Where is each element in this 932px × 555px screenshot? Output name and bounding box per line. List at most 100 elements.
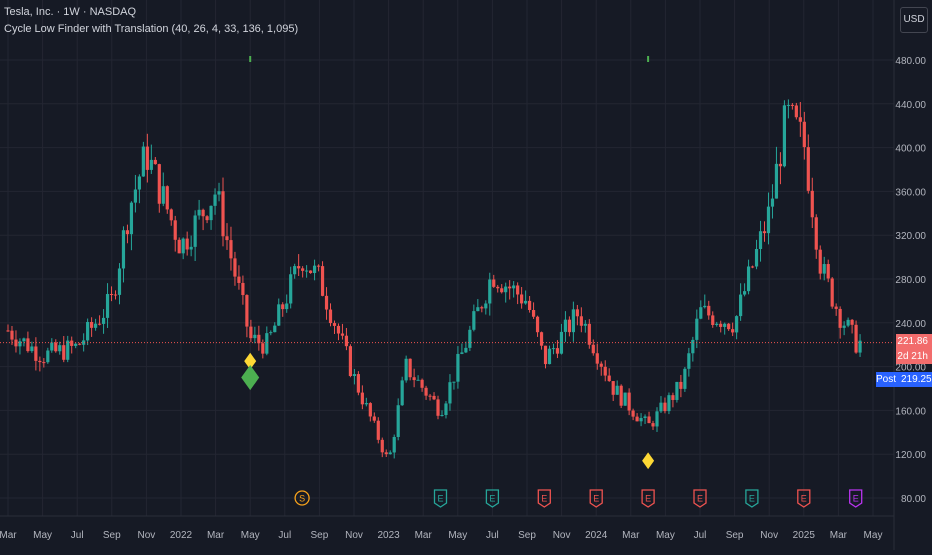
candle-body <box>289 274 293 304</box>
candle-body <box>424 387 428 396</box>
candle-body <box>854 324 858 353</box>
candle-body <box>277 304 281 326</box>
candle-body <box>400 380 404 406</box>
candle-body <box>129 202 134 235</box>
candle-body <box>508 286 512 289</box>
candle-body <box>133 189 138 203</box>
candle-body <box>165 186 169 210</box>
candle-body <box>38 360 42 363</box>
indicator-title[interactable]: Cycle Low Finder with Translation (40, 2… <box>4 23 299 35</box>
candle-body <box>189 246 193 250</box>
candle-body <box>221 191 225 237</box>
candle-body <box>786 104 790 106</box>
candle-body <box>611 381 615 395</box>
post-label: Post <box>876 374 897 385</box>
earnings-event-icon[interactable] <box>537 489 551 508</box>
symbol-title[interactable]: Tesla, Inc. · 1W · NASDAQ <box>4 6 137 18</box>
candle-body <box>384 452 388 455</box>
candle-body <box>524 300 528 304</box>
cycle-top-tick <box>249 56 252 62</box>
earnings-event-icon[interactable] <box>485 489 500 508</box>
candle-body <box>575 309 579 317</box>
event-flag-letter: E <box>749 494 755 504</box>
candle-body <box>838 308 842 328</box>
event-flag-letter: S <box>299 494 305 504</box>
earnings-event-icon[interactable] <box>589 489 603 508</box>
candle-body <box>595 353 599 364</box>
candle-body <box>293 266 297 275</box>
candle-body <box>527 300 532 311</box>
candle-body <box>587 323 591 345</box>
candle-body <box>635 416 639 422</box>
candle-body <box>472 311 476 330</box>
candle-body <box>651 423 655 427</box>
candle-body <box>113 294 118 296</box>
candle-body <box>105 294 110 318</box>
candle-body <box>328 309 333 324</box>
earnings-event-icon[interactable] <box>797 489 811 508</box>
candle-body <box>324 295 329 310</box>
candle-body <box>655 411 659 427</box>
y-tick-label: 400.00 <box>895 144 926 155</box>
split-event-icon[interactable] <box>294 490 310 506</box>
candle-body <box>858 340 862 353</box>
candle-body <box>273 325 277 333</box>
candle-body <box>512 285 516 289</box>
candle-body <box>639 418 643 422</box>
candle-body <box>531 310 536 317</box>
currency-button[interactable]: USD <box>900 7 928 33</box>
candle-body <box>492 279 496 287</box>
earnings-event-icon[interactable] <box>641 489 655 508</box>
y-tick-label: 80.00 <box>901 494 926 505</box>
event-flag-letter: E <box>541 494 547 504</box>
x-tick-label: Nov <box>553 530 571 541</box>
candle-body <box>428 395 432 397</box>
candle-body <box>261 343 265 354</box>
x-tick-label: Jul <box>694 530 707 541</box>
candle-body <box>42 362 46 364</box>
candle-body <box>205 216 209 221</box>
candle-body <box>539 332 544 346</box>
candle-body <box>790 104 794 106</box>
candle-body <box>432 395 436 400</box>
earnings-event-icon[interactable] <box>693 489 707 508</box>
candle-body <box>301 268 305 271</box>
candle-body <box>245 295 249 327</box>
candle-body <box>97 323 102 325</box>
candle-body <box>58 345 62 352</box>
candle-body <box>66 340 70 360</box>
x-tick-label: May <box>864 530 883 541</box>
cycle-low-marker[interactable] <box>642 452 655 470</box>
candle-body <box>18 341 22 347</box>
candle-body <box>364 403 368 405</box>
candle-body <box>727 323 731 330</box>
candle-body <box>774 163 779 199</box>
candle-body <box>26 338 30 352</box>
y-tick-label: 160.00 <box>895 406 926 417</box>
candle-body <box>404 358 408 381</box>
candle-body <box>356 374 360 393</box>
candle-body <box>723 323 727 327</box>
candle-body <box>309 270 313 274</box>
earnings-event-icon[interactable] <box>745 489 759 508</box>
earnings-event-icon[interactable] <box>433 489 448 508</box>
candle-body <box>563 319 568 332</box>
earnings-event-icon[interactable] <box>849 489 863 508</box>
candle-body <box>70 340 74 346</box>
candle-body <box>460 352 464 354</box>
candle-body <box>810 190 814 218</box>
cycle-low-marker[interactable] <box>241 364 260 391</box>
candle-body <box>719 323 723 327</box>
cycle-low-marker[interactable] <box>244 352 257 370</box>
candle-body <box>392 436 396 453</box>
x-tick-label: Sep <box>518 530 536 541</box>
candle-body <box>145 146 149 170</box>
candle-body <box>153 159 157 165</box>
candle-body <box>647 416 651 424</box>
candle-body <box>368 403 372 417</box>
candle-body <box>352 374 356 377</box>
candle-body <box>297 266 301 269</box>
bar-countdown-tag: 2d 21h <box>896 349 932 364</box>
